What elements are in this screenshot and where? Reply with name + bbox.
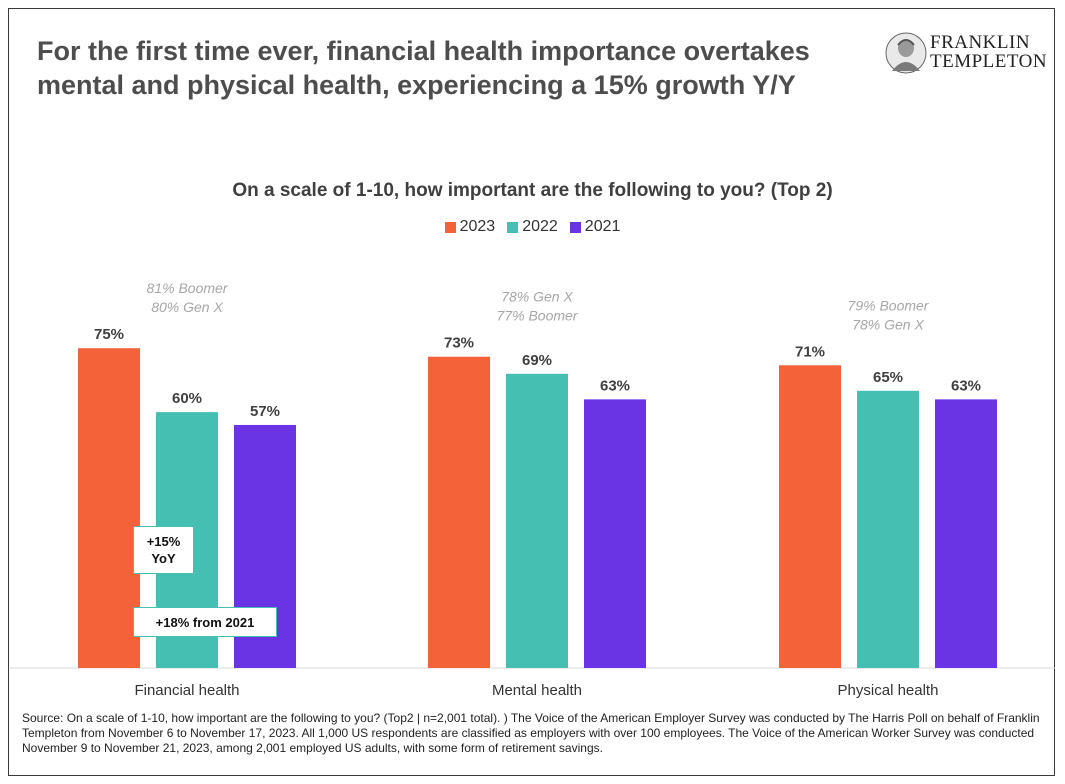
logo-line-2: TEMPLETON (930, 51, 1048, 72)
legend-item-2023: 2023 (444, 218, 496, 236)
bar-2022-1 (506, 373, 568, 668)
data-label: 57% (250, 403, 280, 420)
bar-2023-2 (779, 365, 841, 668)
legend-item-2021: 2021 (569, 218, 621, 236)
data-label: 60% (172, 390, 202, 407)
logo-line-1: FRANKLIN (930, 32, 1031, 53)
legend-swatch-2021 (569, 221, 581, 233)
data-label: 63% (600, 377, 630, 394)
headline: For the first time ever, financial healt… (37, 34, 857, 102)
data-label: 75% (94, 326, 124, 343)
bar-2023-0 (78, 348, 140, 668)
yoy-callout: +15% YoY (133, 526, 194, 574)
category-label: Financial health (134, 682, 239, 699)
data-label: 63% (951, 377, 981, 394)
chart-legend: 2023 2022 2021 (0, 218, 1065, 236)
yoy-callout-line-1: +15% (146, 534, 181, 549)
from-2021-callout-text: +18% from 2021 (155, 615, 255, 630)
bar-2021-1 (584, 399, 646, 668)
data-label: 71% (795, 343, 825, 360)
bar-2022-2 (857, 390, 919, 668)
from-2021-callout: +18% from 2021 (133, 607, 277, 637)
group-annotation: 80% Gen X (151, 299, 223, 315)
slide-frame (8, 8, 1055, 776)
bar-2023-1 (428, 356, 490, 668)
yoy-callout-line-2: YoY (151, 551, 176, 566)
legend-label-2022: 2022 (522, 218, 558, 235)
group-annotation: 78% Gen X (501, 289, 573, 305)
headline-line-1: For the first time ever, financial healt… (37, 36, 810, 66)
data-label: 73% (444, 335, 474, 352)
category-label: Mental health (492, 682, 582, 699)
chart-title: On a scale of 1-10, how important are th… (232, 180, 833, 201)
headline-line-2: mental and physical health, experiencing… (37, 70, 796, 100)
franklin-templeton-logo: FRANKLIN TEMPLETON (884, 31, 1054, 75)
group-annotation: 77% Boomer (497, 308, 579, 324)
bar-2021-2 (935, 399, 997, 668)
source-note: Source: On a scale of 1-10, how importan… (22, 711, 1040, 755)
franklin-portrait-icon (885, 32, 927, 74)
category-label: Physical health (838, 682, 939, 699)
group-annotation: 81% Boomer (147, 280, 229, 296)
legend-swatch-2022 (507, 221, 519, 233)
legend-label-2023: 2023 (459, 218, 496, 235)
data-label: 69% (522, 352, 552, 369)
legend-label-2021: 2021 (584, 218, 621, 235)
legend-swatch-2023 (444, 221, 456, 233)
group-annotation: 78% Gen X (852, 316, 924, 332)
legend-item-2022: 2022 (507, 218, 558, 236)
group-annotation: 79% Boomer (848, 297, 930, 313)
data-label: 65% (873, 369, 903, 386)
